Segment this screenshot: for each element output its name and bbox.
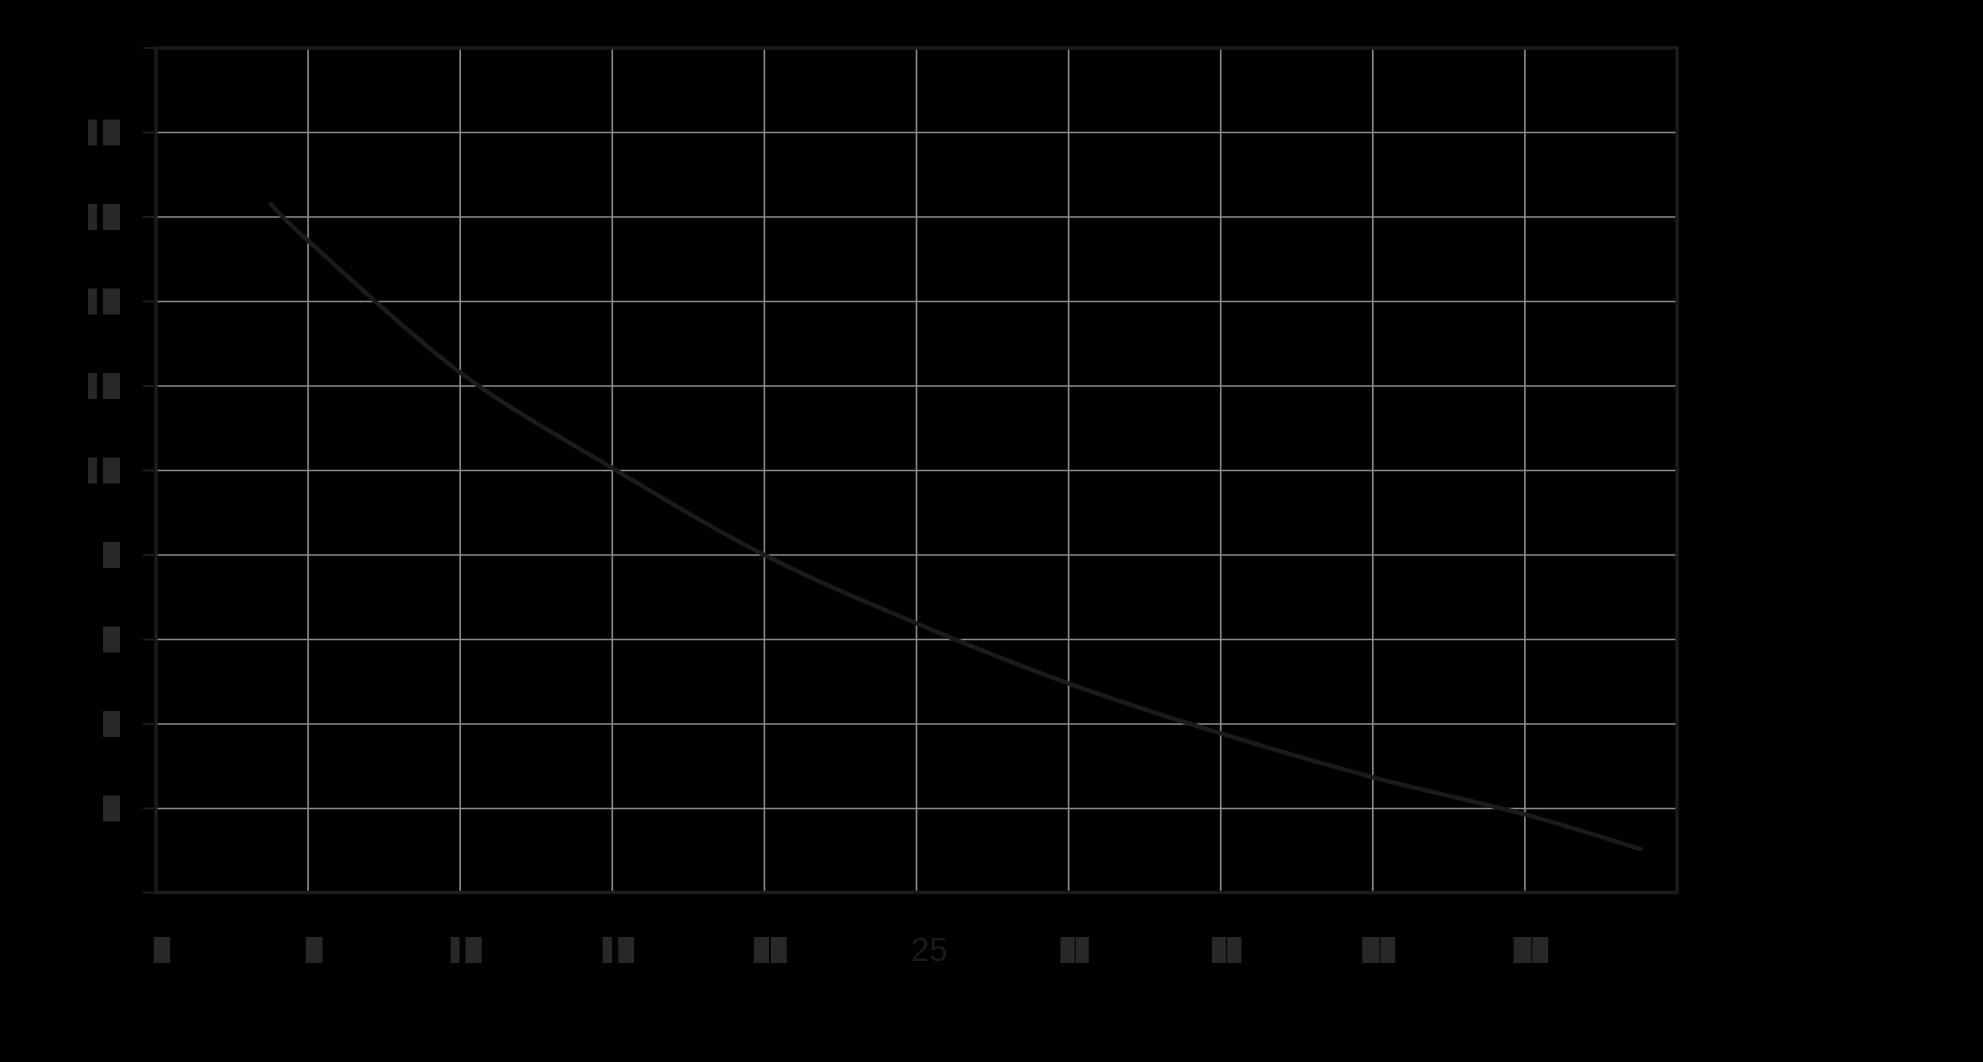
svg-text:25: 25	[911, 931, 948, 968]
